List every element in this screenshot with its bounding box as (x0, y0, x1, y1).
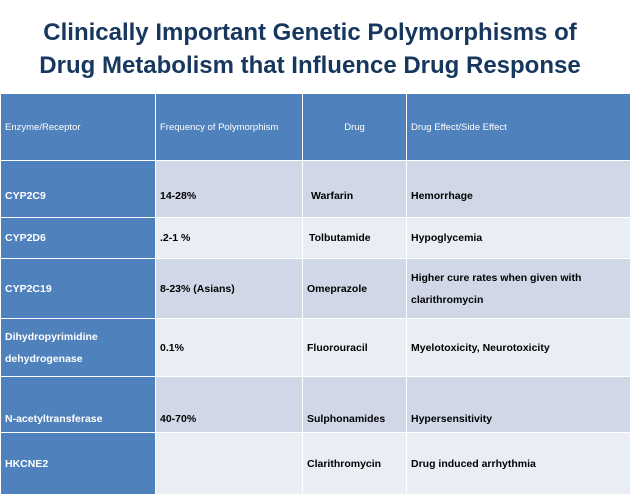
drug-cell: Tolbutamide (302, 217, 407, 259)
enzyme-cell: Dihydropyrimidine dehydrogenase (0, 318, 156, 377)
header-effect: Drug Effect/Side Effect (406, 93, 631, 161)
frequency-cell (155, 432, 303, 495)
frequency-cell: 40-70% (155, 376, 303, 433)
table-header-row: Enzyme/Receptor Frequency of Polymorphis… (0, 93, 631, 161)
enzyme-cell: CYP2C9 (0, 160, 156, 218)
frequency-cell: .2-1 % (155, 217, 303, 259)
effect-cell: Hypersensitivity (406, 376, 631, 433)
frequency-cell: 8-23% (Asians) (155, 258, 303, 319)
effect-cell: Hemorrhage (406, 160, 631, 218)
enzyme-cell: N-acetyltransferase (0, 376, 156, 433)
table-row: CYP2D6 .2-1 % Tolbutamide Hypoglycemia (0, 217, 631, 259)
enzyme-line-1: Dihydropyrimidine (5, 330, 98, 343)
frequency-cell: 0.1% (155, 318, 303, 377)
drug-cell: Warfarin (302, 160, 407, 218)
table-row: CYP2C9 14-28% Warfarin Hemorrhage (0, 160, 631, 218)
effect-cell: Higher cure rates when given with clarit… (406, 258, 631, 319)
table-row: N-acetyltransferase 40-70% Sulphonamides… (0, 376, 631, 433)
enzyme-cell: HKCNE2 (0, 432, 156, 495)
enzyme-cell: CYP2C19 (0, 258, 156, 319)
table-row: HKCNE2 Clarithromycin Drug induced arrhy… (0, 432, 631, 495)
header-frequency: Frequency of Polymorphism (155, 93, 303, 161)
effect-line-2: clarithromycin (411, 293, 484, 306)
slide-title: Clinically Important Genetic Polymorphis… (0, 16, 620, 82)
drug-cell: Omeprazole (302, 258, 407, 319)
header-enzyme: Enzyme/Receptor (0, 93, 156, 161)
drug-cell: Clarithromycin (302, 432, 407, 495)
table-row: Dihydropyrimidine dehydrogenase 0.1% Flu… (0, 318, 631, 377)
title-line-2: Drug Metabolism that Influence Drug Resp… (39, 52, 581, 79)
effect-cell: Drug induced arrhythmia (406, 432, 631, 495)
effect-line-1: Higher cure rates when given with (411, 271, 582, 284)
drug-cell: Fluorouracil (302, 318, 407, 377)
header-drug: Drug (302, 93, 407, 161)
enzyme-line-2: dehydrogenase (5, 352, 83, 365)
table-row: CYP2C19 8-23% (Asians) Omeprazole Higher… (0, 258, 631, 319)
effect-cell: Hypoglycemia (406, 217, 631, 259)
drug-cell: Sulphonamides (302, 376, 407, 433)
effect-cell: Myelotoxicity, Neurotoxicity (406, 318, 631, 377)
polymorphism-table: Enzyme/Receptor Frequency of Polymorphis… (0, 93, 631, 495)
title-line-1: Clinically Important Genetic Polymorphis… (43, 19, 577, 46)
frequency-cell: 14-28% (155, 160, 303, 218)
enzyme-cell: CYP2D6 (0, 217, 156, 259)
